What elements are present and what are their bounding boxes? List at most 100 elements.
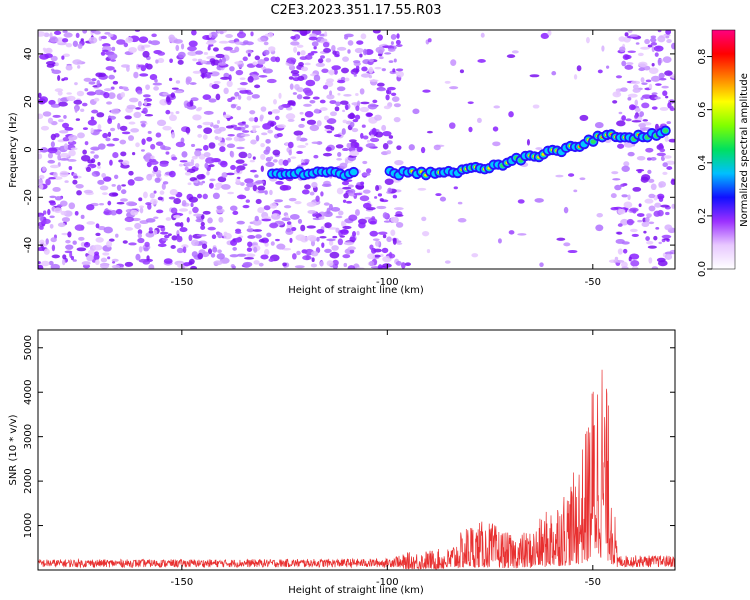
spectrogram-cell: [141, 45, 145, 50]
spectrogram-cell: [291, 227, 297, 232]
spectrogram-cell: [278, 105, 284, 111]
spectrogram-cell: [348, 214, 358, 221]
spectrogram-cell: [209, 58, 216, 63]
spectrogram-cell: [354, 142, 360, 149]
spectrogram-cell: [297, 218, 303, 224]
signal-cell: [350, 168, 358, 176]
spectrogram-cell: [392, 68, 396, 73]
spectrogram-cell: [619, 46, 626, 53]
colorbar-tick-label: 0.2: [697, 208, 708, 224]
spectrogram-cell: [375, 46, 385, 54]
spectrogram-cell: [304, 89, 314, 96]
spectrogram-cell: [650, 37, 657, 43]
spectrogram-cell: [340, 76, 346, 81]
spectrogram-cell: [155, 141, 164, 146]
spectrogram-cell: [400, 262, 406, 269]
spectrogram-cell: [384, 178, 394, 185]
spectrogram-cell: [205, 41, 215, 45]
spectrogram-cell: [155, 59, 159, 64]
spectrogram-cell: [145, 218, 156, 223]
spectrogram-cell: [194, 149, 202, 157]
spectrogram-cell: [271, 109, 281, 114]
spectrogram-cell: [136, 90, 143, 95]
spectrogram-cell: [331, 245, 339, 251]
spectrogram-cell: [191, 143, 196, 148]
spectrogram-cell: [143, 191, 148, 199]
spectrogram-cell: [396, 70, 404, 78]
spectrogram-cell: [374, 66, 382, 70]
spectrogram-cell: [283, 205, 292, 209]
spectrogram-cell: [567, 249, 578, 254]
x-tick-label: -150: [170, 577, 193, 588]
spectrogram-cell: [362, 189, 371, 194]
spectrogram-cell: [307, 209, 317, 214]
spectrogram-cell: [301, 189, 310, 195]
spectrogram-cell: [171, 131, 176, 139]
spectrogram-cell: [252, 61, 258, 66]
spectrogram-cell: [338, 210, 344, 216]
spectrogram-cell: [175, 44, 180, 52]
spectrogram-cell: [332, 235, 338, 239]
spectrogram-cell: [72, 240, 77, 245]
spectrogram-cell: [169, 114, 177, 122]
spectrogram-cell: [205, 157, 215, 164]
spectrogram-cell: [58, 130, 69, 134]
spectrogram-cell: [59, 200, 68, 207]
spectrogram-cell: [497, 238, 502, 244]
spectrogram-cell: [138, 205, 145, 209]
spectrogram-cell: [329, 251, 340, 259]
spectrogram-cell: [246, 247, 253, 252]
spectrogram-cell: [120, 151, 127, 157]
spectrogram-cell: [627, 96, 632, 101]
spectrogram-cell: [242, 204, 250, 209]
spectrogram-cell: [313, 108, 320, 114]
spectrogram-cell: [61, 258, 66, 266]
spectrogram-cell: [305, 254, 310, 260]
spectrogram-cell: [324, 124, 333, 130]
spectrogram-cell: [251, 94, 260, 99]
spectrogram-cell: [270, 56, 277, 62]
spectrogram-cell: [296, 51, 301, 56]
spectrogram-cell: [208, 142, 216, 149]
spectrogram-cell: [157, 225, 165, 228]
spectrogram-cell: [390, 216, 398, 223]
spectrogram-cell: [194, 163, 200, 168]
spectrogram-cell: [213, 128, 222, 134]
spectrogram-cell: [628, 104, 636, 111]
spectrogram-cell: [333, 69, 338, 75]
spectrogram-cell: [612, 100, 618, 104]
spectrogram-cell: [371, 247, 377, 254]
spectrogram-cell: [95, 237, 104, 243]
spectrogram-cell: [126, 201, 137, 207]
spectrogram-cell: [121, 131, 131, 135]
spectrogram-cell: [217, 142, 226, 147]
spectrogram-cell: [232, 210, 239, 216]
spectrogram-cell: [325, 146, 332, 152]
spectrogram-cell: [230, 104, 237, 109]
spectrogram-cell: [234, 46, 240, 53]
spectrogram-cell: [356, 230, 360, 236]
spectrogram-cell: [274, 115, 280, 121]
spectrogram-cell: [113, 174, 119, 180]
spectrogram-cell: [250, 139, 257, 145]
spectrogram-cell: [141, 123, 146, 128]
spectrogram-cell: [616, 120, 626, 127]
spectrogram-cell: [648, 83, 653, 90]
spectrogram-cell: [157, 58, 165, 64]
spectrogram-cell: [650, 75, 661, 82]
spectrogram-cell: [68, 202, 76, 210]
spectrogram-cell: [285, 227, 292, 233]
spectrogram-cell: [289, 214, 300, 220]
spectrogram-cell: [321, 183, 332, 187]
spectrogram-cell: [265, 146, 271, 153]
spectrogram-cell: [374, 196, 378, 199]
spectrogram-cell: [168, 170, 176, 178]
spectrogram-cell: [321, 68, 329, 74]
spectrogram-cell: [154, 78, 158, 83]
spectrogram-cell: [355, 209, 360, 216]
spectrogram-x-ticks: -150 -100 -50: [170, 30, 601, 288]
spectrogram-cell: [67, 159, 77, 162]
spectrogram-cell: [48, 260, 54, 266]
spectrogram-cell: [120, 91, 126, 98]
spectrogram-cell: [138, 36, 149, 43]
